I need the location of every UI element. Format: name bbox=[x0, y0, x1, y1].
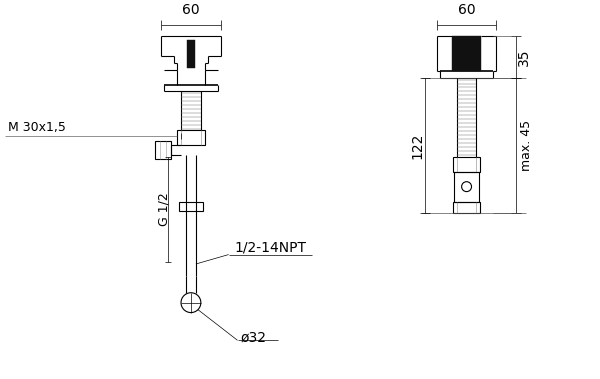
Text: M 30x1,5: M 30x1,5 bbox=[8, 121, 65, 134]
Bar bbox=[452, 202, 481, 213]
Text: 1/2-14NPT: 1/2-14NPT bbox=[234, 240, 306, 254]
Text: 60: 60 bbox=[182, 3, 200, 17]
Bar bbox=[177, 130, 205, 145]
Text: 122: 122 bbox=[410, 132, 424, 159]
Bar bbox=[454, 172, 479, 202]
Text: max. 45: max. 45 bbox=[520, 120, 533, 171]
Bar bbox=[187, 40, 195, 68]
Text: G 1/2: G 1/2 bbox=[158, 193, 170, 226]
Bar bbox=[452, 36, 481, 70]
Text: 35: 35 bbox=[517, 48, 531, 66]
Text: ø32: ø32 bbox=[241, 330, 266, 345]
Bar bbox=[452, 157, 481, 172]
Bar bbox=[155, 141, 171, 159]
Bar bbox=[179, 202, 203, 211]
Text: 60: 60 bbox=[458, 3, 475, 17]
